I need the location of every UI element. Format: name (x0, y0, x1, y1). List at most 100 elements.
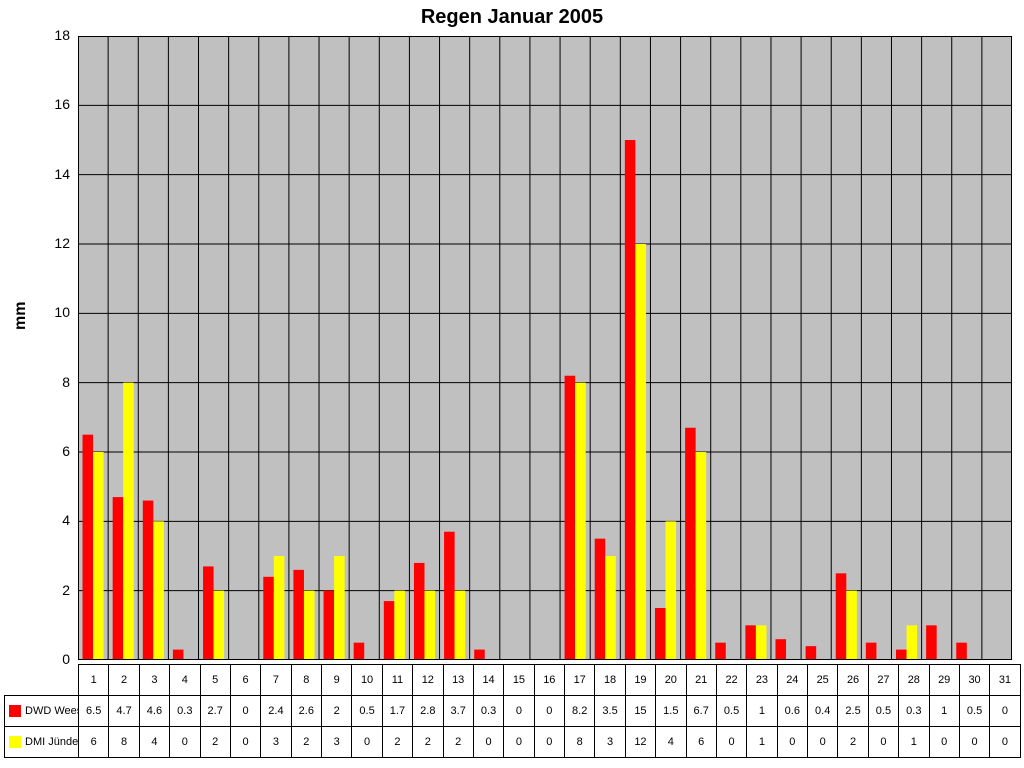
series-header: DMI Jündewatt (5, 727, 79, 758)
bar (956, 643, 967, 660)
value-cell: 0.5 (716, 696, 746, 727)
bar (143, 501, 154, 660)
value-cell: 2 (838, 727, 868, 758)
value-cell: 1 (747, 696, 777, 727)
category-cell: 25 (808, 665, 838, 696)
value-cell: 0 (230, 696, 260, 727)
y-tick: 2 (30, 582, 70, 598)
bar (806, 646, 817, 660)
category-cell: 1 (79, 665, 109, 696)
bar (595, 539, 606, 660)
category-cell: 4 (170, 665, 200, 696)
category-cell: 30 (959, 665, 989, 696)
value-cell: 3.7 (443, 696, 473, 727)
table-row: 1234567891011121314151617181920212223242… (5, 665, 1021, 696)
value-cell: 0 (473, 727, 503, 758)
value-cell: 15 (625, 696, 655, 727)
category-cell: 5 (200, 665, 230, 696)
category-cell: 14 (473, 665, 503, 696)
category-cell: 23 (747, 665, 777, 696)
value-cell: 8.2 (565, 696, 595, 727)
bar (414, 563, 425, 660)
bar (896, 650, 907, 660)
bar (715, 643, 726, 660)
value-cell: 0 (534, 727, 564, 758)
value-cell: 8 (565, 727, 595, 758)
value-cell: 0 (504, 727, 534, 758)
category-cell: 8 (291, 665, 321, 696)
bar (756, 625, 767, 660)
category-cell: 20 (656, 665, 686, 696)
value-cell: 1.7 (382, 696, 412, 727)
category-cell: 21 (686, 665, 716, 696)
value-cell: 12 (625, 727, 655, 758)
value-cell: 0 (990, 727, 1020, 758)
category-cell: 31 (990, 665, 1020, 696)
value-cell: 2 (413, 727, 443, 758)
value-cell: 0 (716, 727, 746, 758)
value-cell: 0 (230, 727, 260, 758)
category-cell: 10 (352, 665, 382, 696)
value-cell: 2.7 (200, 696, 230, 727)
value-cell: 1 (929, 696, 959, 727)
table-row: DMI Jündewatt684020323022200083124601002… (5, 727, 1021, 758)
legend-swatch (9, 736, 21, 748)
value-cell: 6 (686, 727, 716, 758)
legend-swatch (9, 705, 21, 717)
value-cell: 0.4 (808, 696, 838, 727)
bar (334, 556, 345, 660)
value-cell: 0 (808, 727, 838, 758)
category-cell: 16 (534, 665, 564, 696)
value-cell: 0 (929, 727, 959, 758)
value-cell: 2 (291, 727, 321, 758)
value-cell: 2.8 (413, 696, 443, 727)
category-cell: 27 (868, 665, 898, 696)
table-row: DWD Weesby6.54.74.60.32.702.42.620.51.72… (5, 696, 1021, 727)
bar (293, 570, 304, 660)
category-cell: 13 (443, 665, 473, 696)
bar (263, 577, 274, 660)
category-cell: 29 (929, 665, 959, 696)
value-cell: 0.3 (899, 696, 929, 727)
bar (394, 591, 405, 660)
bar (655, 608, 666, 660)
value-cell: 6.5 (79, 696, 109, 727)
value-cell: 6.7 (686, 696, 716, 727)
y-tick: 10 (30, 304, 70, 320)
category-cell: 2 (109, 665, 139, 696)
value-cell: 0.6 (777, 696, 807, 727)
value-cell: 2 (382, 727, 412, 758)
bar (113, 497, 124, 660)
bar (635, 244, 646, 660)
category-cell: 11 (382, 665, 412, 696)
value-cell: 4 (139, 727, 169, 758)
bar (444, 532, 455, 660)
bar (203, 566, 214, 660)
value-cell: 8 (109, 727, 139, 758)
value-cell: 2.6 (291, 696, 321, 727)
value-cell: 0.5 (352, 696, 382, 727)
bar (846, 591, 857, 660)
bar (455, 591, 466, 660)
value-cell: 3 (261, 727, 291, 758)
y-tick: 4 (30, 512, 70, 528)
series-name: DWD Weesby (25, 705, 79, 717)
category-cell: 9 (322, 665, 352, 696)
bar (123, 383, 134, 660)
bar (565, 376, 576, 660)
bar (424, 591, 435, 660)
category-cell: 17 (565, 665, 595, 696)
value-cell: 6 (79, 727, 109, 758)
bar (745, 625, 756, 660)
value-cell: 2.5 (838, 696, 868, 727)
category-cell: 28 (899, 665, 929, 696)
y-tick: 14 (30, 166, 70, 182)
category-cell: 15 (504, 665, 534, 696)
plot-area (78, 36, 1012, 660)
y-tick: 8 (30, 374, 70, 390)
value-cell: 2 (322, 696, 352, 727)
category-cell: 22 (716, 665, 746, 696)
chart-container: Regen Januar 2005 mm 024681012141618 123… (0, 0, 1024, 768)
bar (214, 591, 225, 660)
bar (625, 140, 636, 660)
